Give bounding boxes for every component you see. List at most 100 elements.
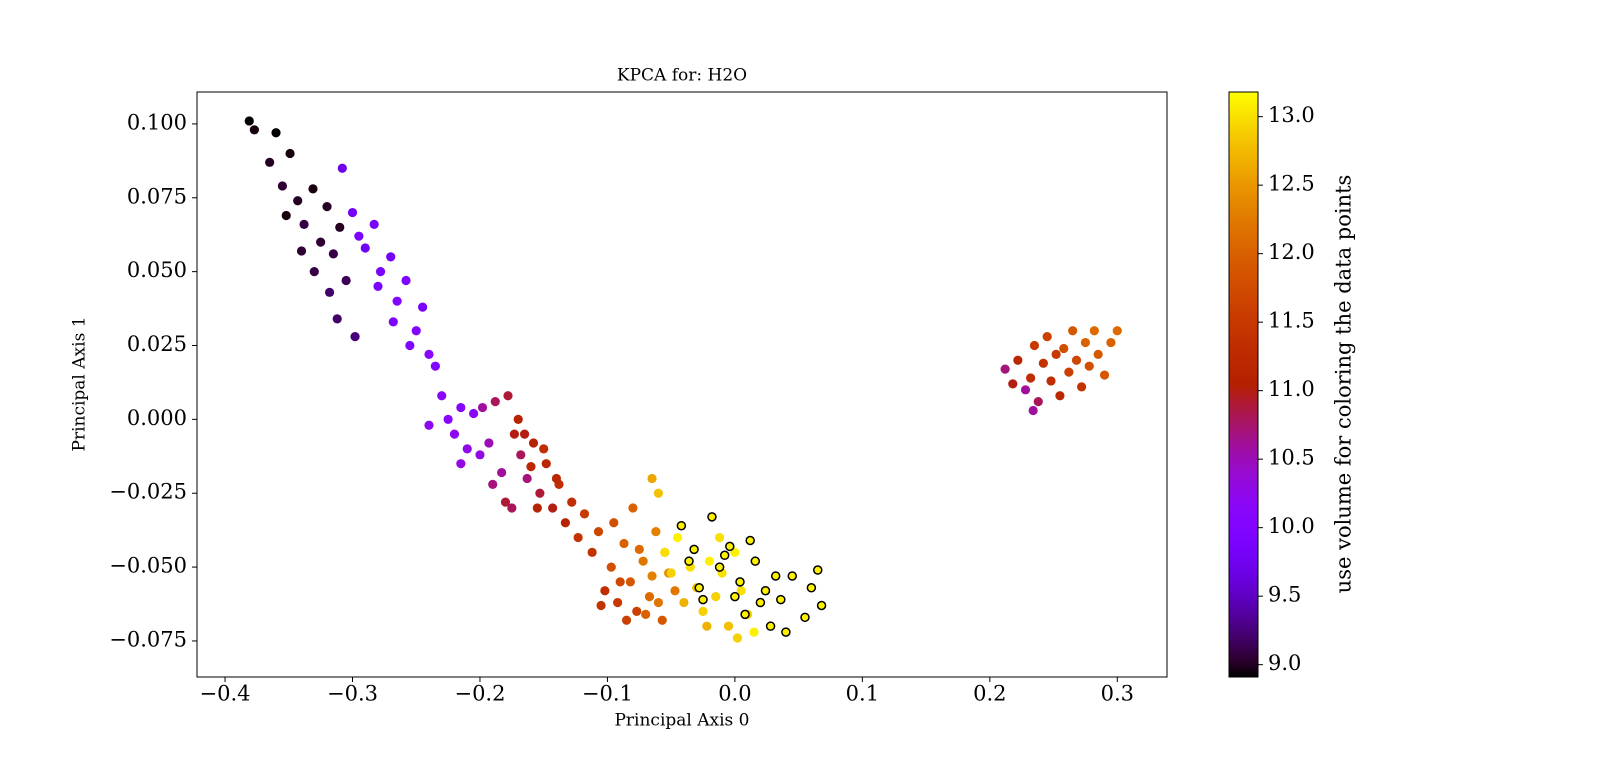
data-point [1051,349,1061,359]
x-tick-label: 0.1 [846,682,879,706]
data-point [609,518,619,528]
data-point [596,600,606,611]
y-tick-label: 0.000 [127,406,187,430]
data-point [719,550,730,561]
data-point [551,473,562,484]
data-point [600,586,610,596]
data-point [509,429,519,439]
data-point [271,128,281,138]
data-point [1029,340,1040,351]
data-point [360,243,370,253]
data-point [1080,337,1091,348]
data-point [698,594,708,605]
data-point [1055,391,1065,401]
x-tick-label: 0.3 [1101,682,1134,706]
data-point [707,512,717,522]
data-point [1093,349,1103,359]
data-point [369,219,379,229]
point-group [676,512,827,637]
data-point [723,621,734,631]
data-point [765,621,776,631]
colorbar-tick-label: 11.0 [1268,377,1315,401]
data-point [335,222,345,232]
data-point [1076,382,1087,392]
data-point [644,592,655,602]
data-point [812,565,823,575]
data-point [1038,358,1048,368]
data-point [350,332,360,342]
data-point [507,503,517,513]
plot-frame [196,91,1168,678]
data-point [484,438,494,448]
data-point [672,532,683,543]
data-point [449,429,460,439]
x-tick-label: −0.2 [454,682,505,706]
point-group [244,116,1122,643]
data-point [308,184,318,194]
data-point [573,532,583,543]
data-point [500,497,511,507]
data-point [522,473,532,484]
data-point [405,340,415,351]
y-tick-label: 0.075 [127,184,187,208]
data-point [1026,373,1036,383]
y-tick-label: −0.025 [109,480,187,504]
data-point [638,556,648,566]
y-tick-label: −0.075 [109,627,187,651]
data-point [579,509,590,519]
data-point [735,577,745,587]
data-point [619,538,629,549]
colorbar-tick-label: 10.0 [1268,514,1315,538]
data-point [354,231,364,241]
data-point [1084,361,1094,371]
y-tick-label: 0.050 [127,258,187,282]
data-point [587,547,597,557]
data-point [615,577,625,587]
data-point [375,267,386,277]
colorbar-tick-label: 12.0 [1268,240,1315,264]
data-point [781,627,791,637]
chart-title: KPCA for: H2O [617,66,747,86]
data-point [437,391,447,401]
data-point [657,615,667,625]
data-point [704,556,715,566]
data-point [800,612,810,623]
y-tick-label: 0.100 [127,110,187,134]
colorbar [1229,92,1258,677]
data-point [528,438,539,448]
data-point [430,361,440,371]
data-point [689,544,699,555]
data-point [462,444,472,454]
data-point [755,597,766,608]
data-point [277,181,288,191]
data-point [1064,367,1074,377]
data-point [732,633,743,643]
data-point [593,527,604,537]
data-point [679,597,689,608]
data-point [684,556,694,566]
data-point [513,414,523,424]
data-point [249,125,259,135]
data-point [740,609,750,620]
colorbar-tick-label: 13.0 [1268,103,1315,127]
data-point [613,597,623,608]
data-point [516,450,526,460]
data-point [392,296,402,306]
colorbar-tick-label: 10.5 [1268,446,1315,470]
data-point [265,157,275,167]
data-point [1099,370,1110,380]
data-point [535,488,545,498]
data-point [490,397,500,407]
data-point [424,420,434,430]
data-point [322,202,332,212]
data-point [332,314,342,324]
data-point [1089,326,1099,336]
data-point [736,586,746,596]
x-tick-label: −0.4 [200,682,251,706]
data-point [647,571,657,581]
data-point [714,562,725,572]
data-point [730,591,740,602]
x-tick-label: 0.2 [973,682,1006,706]
data-point [560,518,570,528]
